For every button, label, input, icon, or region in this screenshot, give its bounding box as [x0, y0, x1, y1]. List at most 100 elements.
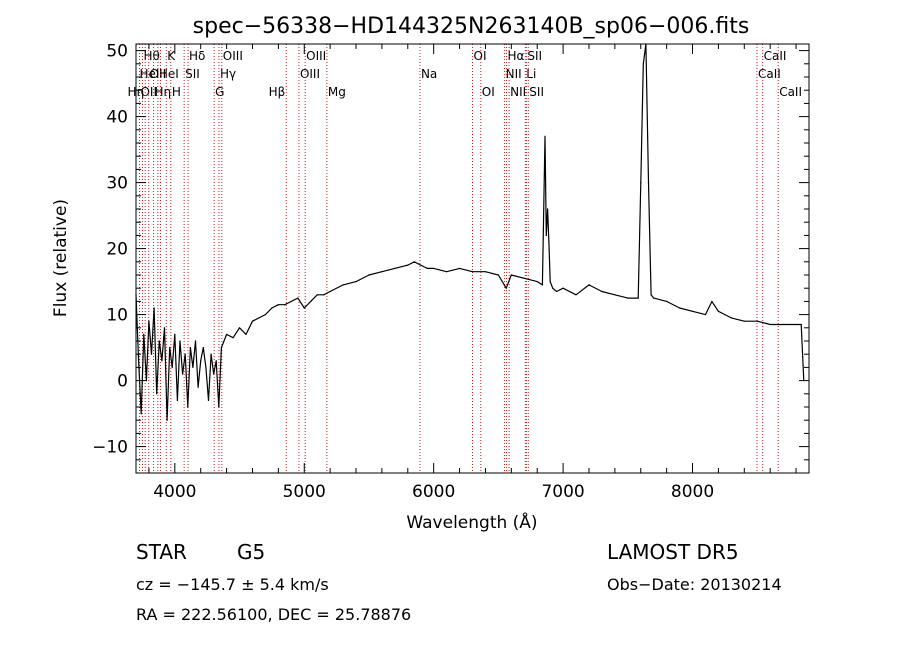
x-tick-label: 4000 [153, 482, 196, 502]
data-point [143, 333, 145, 335]
data-point [303, 307, 305, 309]
data-point [169, 347, 171, 349]
y-tick-label: 50 [106, 42, 128, 62]
data-point [420, 264, 422, 266]
line-label: HeI [159, 67, 179, 81]
data-point [174, 333, 176, 335]
line-label: SII [527, 49, 542, 63]
data-point [251, 320, 254, 322]
object-class: STAR [136, 540, 187, 564]
line-label: Li [526, 67, 536, 81]
data-point [213, 373, 215, 375]
data-point [181, 373, 184, 375]
line-label: HeI [140, 67, 160, 81]
data-point [197, 386, 199, 388]
line-label: H [172, 85, 181, 99]
data-point [381, 271, 383, 273]
data-point [510, 274, 512, 276]
x-axis-label: Wavelength (Å) [406, 511, 537, 533]
data-point [743, 320, 745, 322]
data-point [562, 287, 564, 289]
data-point [202, 347, 204, 349]
x-tick-label: 8000 [671, 482, 714, 502]
data-point [523, 277, 525, 279]
data-point [258, 317, 260, 319]
data-point [640, 182, 642, 184]
data-point [446, 271, 448, 273]
y-axis-label: Flux (relative) [51, 199, 71, 317]
object-subclass: G5 [237, 540, 265, 564]
data-point [220, 347, 223, 349]
data-point [355, 281, 357, 283]
line-label: CaII [764, 49, 787, 63]
line-label: OIII [300, 67, 320, 81]
data-point [627, 297, 629, 299]
data-point [316, 294, 318, 296]
data-point [297, 297, 299, 299]
data-point [647, 182, 650, 184]
survey-name: LAMOST DR5 [607, 540, 739, 564]
line-label: Hβ [269, 85, 286, 99]
data-point [711, 300, 713, 302]
spectrum-series [135, 43, 805, 421]
data-point [342, 284, 344, 286]
line-label: NII [506, 67, 522, 81]
data-point [368, 274, 370, 276]
line-label: OIII [223, 49, 243, 63]
data-point [153, 307, 155, 309]
line-label: Hγ [220, 67, 236, 81]
plot-frame [135, 43, 810, 474]
data-point [148, 320, 150, 322]
data-point [588, 284, 590, 286]
axis-ticks: 4000 5000 6000 7000 8000 −10 0 10 20 30 40 50 [92, 42, 809, 502]
line-label: SII [185, 67, 200, 81]
data-point [484, 271, 487, 273]
data-point [194, 340, 197, 342]
line-label: CaII [758, 67, 781, 81]
obs-date: Obs−Date: 20130214 [607, 575, 782, 594]
data-point [433, 267, 435, 269]
data-point [769, 323, 771, 326]
data-point [277, 304, 279, 306]
data-point [556, 290, 558, 293]
y-tick-label: 20 [106, 240, 128, 260]
data-point [264, 314, 267, 316]
data-point [536, 281, 538, 283]
data-point [575, 294, 577, 296]
line-label: SII [529, 85, 544, 99]
data-point [552, 287, 554, 289]
data-point [704, 314, 707, 316]
data-point [187, 406, 189, 408]
data-point [717, 310, 720, 312]
data-point [223, 340, 225, 342]
data-point [156, 393, 158, 395]
redshift-text: cz = −145.7 ± 5.4 km/s [136, 575, 329, 594]
data-point [544, 135, 546, 137]
x-tick-label: 7000 [541, 482, 584, 502]
line-label: Na [421, 67, 437, 81]
data-point [158, 340, 160, 342]
line-label: CaII [779, 85, 802, 99]
data-point [284, 304, 286, 306]
y-tick-label: 30 [106, 174, 128, 194]
line-label: OIII [306, 49, 326, 63]
data-point [497, 274, 499, 276]
data-point [310, 300, 312, 302]
data-point [458, 267, 461, 269]
line-label: Hθ [143, 49, 159, 63]
data-point [290, 300, 292, 302]
radec-text: RA = 222.56100, DEC = 25.78876 [136, 605, 411, 624]
data-point [329, 290, 331, 293]
data-point [179, 340, 181, 342]
data-point [541, 284, 543, 286]
spectral-line-markers: OIIHθHηOIIHηHeIHeIKHSIIHδGHγOIIIHβOIIIOI… [128, 44, 802, 473]
data-point [166, 419, 168, 421]
data-point [205, 366, 207, 368]
data-point [140, 413, 142, 415]
data-point [653, 297, 655, 299]
data-point [215, 360, 217, 362]
data-point [614, 294, 616, 296]
chart-title: spec−56338−HD144325N263140B_sp06−006.fit… [193, 14, 750, 39]
data-point [756, 320, 758, 322]
line-label: Hδ [189, 49, 205, 63]
